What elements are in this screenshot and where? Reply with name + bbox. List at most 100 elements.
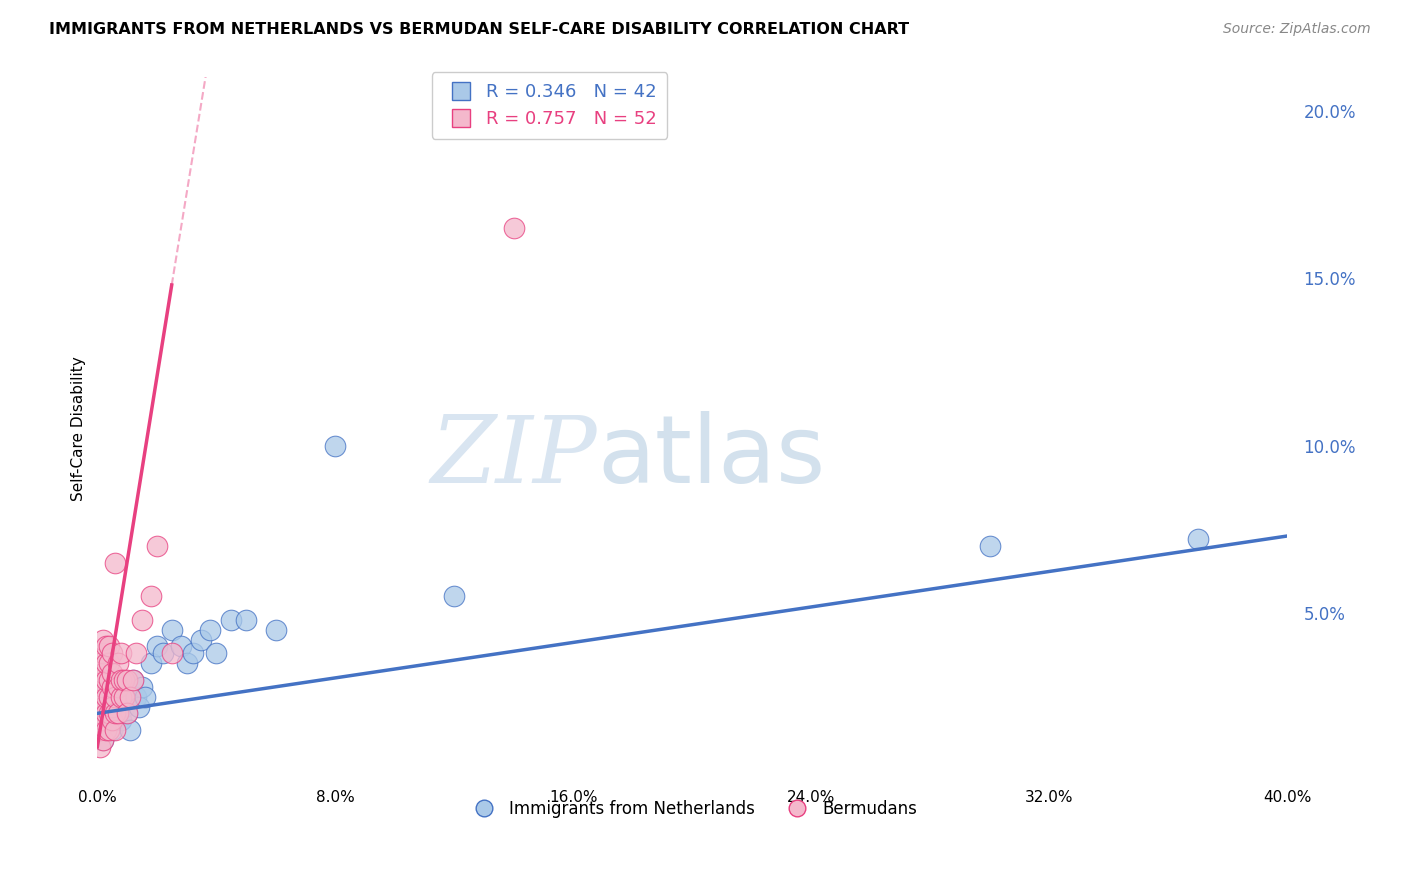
Point: [1187, 533, 1209, 547]
Point: [190, 632, 212, 647]
Point: [264, 623, 287, 637]
Point: [125, 690, 148, 704]
Point: [104, 556, 127, 570]
Point: [107, 680, 129, 694]
Point: [112, 699, 135, 714]
Point: [91, 666, 114, 681]
Text: Source: ZipAtlas.com: Source: ZipAtlas.com: [1223, 22, 1371, 37]
Point: [979, 539, 1001, 553]
Point: [139, 656, 162, 670]
Point: [98, 706, 121, 721]
Point: [101, 666, 124, 681]
Y-axis label: Self-Care Disability: Self-Care Disability: [72, 357, 86, 501]
Legend: Immigrants from Netherlands, Bermudans: Immigrants from Netherlands, Bermudans: [461, 793, 924, 825]
Point: [91, 713, 114, 727]
Point: [98, 690, 121, 704]
Point: [107, 706, 129, 721]
Point: [160, 646, 183, 660]
Point: [146, 539, 169, 553]
Point: [131, 613, 153, 627]
Point: [96, 656, 118, 670]
Point: [131, 680, 153, 694]
Point: [115, 706, 138, 721]
Point: [443, 589, 465, 603]
Point: [110, 690, 132, 704]
Point: [101, 713, 124, 727]
Point: [115, 706, 138, 721]
Point: [134, 690, 156, 704]
Point: [98, 713, 121, 727]
Point: [89, 723, 111, 737]
Point: [122, 673, 145, 687]
Point: [98, 673, 121, 687]
Point: [146, 640, 169, 654]
Point: [110, 673, 132, 687]
Point: [89, 706, 111, 721]
Point: [152, 646, 174, 660]
Point: [110, 713, 132, 727]
Point: [96, 723, 118, 737]
Point: [89, 739, 111, 754]
Point: [181, 646, 204, 660]
Point: [101, 680, 124, 694]
Point: [91, 733, 114, 747]
Point: [122, 673, 145, 687]
Point: [101, 699, 124, 714]
Point: [91, 713, 114, 727]
Point: [89, 690, 111, 704]
Text: atlas: atlas: [598, 411, 825, 503]
Point: [96, 706, 118, 721]
Point: [101, 690, 124, 704]
Point: [104, 699, 127, 714]
Point: [98, 699, 121, 714]
Point: [325, 439, 347, 453]
Point: [89, 706, 111, 721]
Point: [91, 733, 114, 747]
Point: [104, 723, 127, 737]
Point: [205, 646, 228, 660]
Point: [128, 699, 150, 714]
Point: [98, 656, 121, 670]
Point: [120, 723, 142, 737]
Point: [91, 690, 114, 704]
Point: [98, 723, 121, 737]
Point: [91, 680, 114, 694]
Point: [176, 656, 198, 670]
Point: [169, 640, 191, 654]
Point: [112, 690, 135, 704]
Text: ZIP: ZIP: [430, 412, 598, 502]
Point: [502, 221, 524, 235]
Point: [91, 632, 114, 647]
Point: [110, 690, 132, 704]
Point: [200, 623, 222, 637]
Point: [89, 673, 111, 687]
Point: [104, 706, 127, 721]
Point: [235, 613, 257, 627]
Point: [98, 640, 121, 654]
Point: [160, 623, 183, 637]
Point: [101, 723, 124, 737]
Point: [139, 589, 162, 603]
Point: [89, 656, 111, 670]
Point: [101, 646, 124, 660]
Point: [96, 640, 118, 654]
Point: [104, 690, 127, 704]
Point: [89, 723, 111, 737]
Point: [120, 690, 142, 704]
Point: [96, 673, 118, 687]
Point: [125, 646, 148, 660]
Point: [219, 613, 242, 627]
Point: [107, 656, 129, 670]
Point: [107, 706, 129, 721]
Point: [104, 713, 127, 727]
Point: [115, 673, 138, 687]
Point: [96, 706, 118, 721]
Point: [96, 690, 118, 704]
Point: [91, 699, 114, 714]
Point: [115, 690, 138, 704]
Point: [96, 723, 118, 737]
Text: IMMIGRANTS FROM NETHERLANDS VS BERMUDAN SELF-CARE DISABILITY CORRELATION CHART: IMMIGRANTS FROM NETHERLANDS VS BERMUDAN …: [49, 22, 910, 37]
Point: [110, 646, 132, 660]
Point: [91, 646, 114, 660]
Point: [112, 673, 135, 687]
